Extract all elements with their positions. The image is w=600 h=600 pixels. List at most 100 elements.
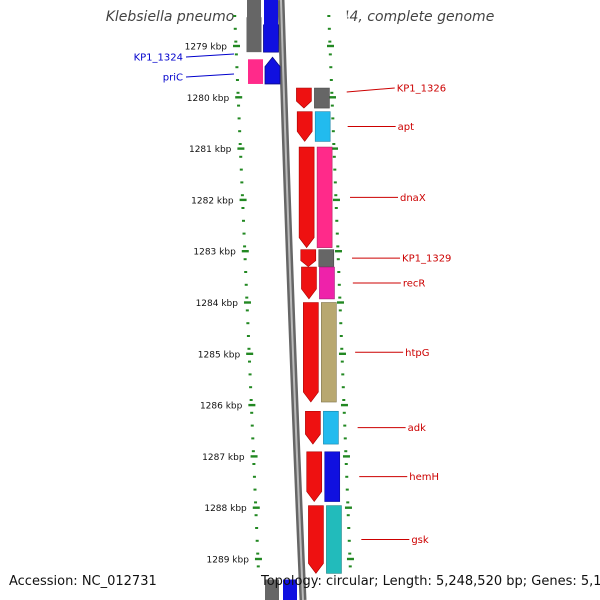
- minor-tick-outer: [335, 219, 339, 222]
- minor-tick-outer: [327, 15, 331, 17]
- major-tick-outer: [328, 96, 336, 99]
- gene-label-apt: apt: [347, 122, 414, 133]
- minor-tick-outer: [336, 245, 340, 248]
- gene-arrow: [303, 302, 319, 403]
- ruler-tick-label: 1285 kbp: [198, 350, 241, 360]
- gene-htpG: [303, 302, 337, 403]
- gene-leader-line: [185, 53, 235, 58]
- genome-summary: Topology: circular; Length: 5,248,520 bp…: [261, 574, 600, 589]
- minor-tick-inner: [253, 488, 257, 491]
- major-tick-outer: [327, 44, 334, 48]
- ruler-tick-label: 1279 kbp: [185, 43, 228, 53]
- gene-arrow: [296, 87, 312, 109]
- major-tick-inner: [252, 506, 260, 509]
- minor-tick-inner: [234, 53, 238, 56]
- minor-tick-inner: [254, 514, 258, 517]
- minor-tick-outer: [344, 463, 348, 465]
- gene-box: [324, 451, 341, 502]
- minor-tick-outer: [332, 155, 336, 158]
- minor-tick-outer: [331, 130, 335, 133]
- minor-tick-inner: [238, 130, 242, 133]
- gene-label-priC: priC: [163, 73, 235, 84]
- minor-tick-outer: [345, 488, 349, 491]
- minor-tick-outer: [340, 347, 344, 350]
- ruler-tick-label: 1287 kbp: [202, 453, 245, 463]
- major-tick-inner: [241, 250, 249, 253]
- gene-adk: [305, 410, 339, 445]
- minor-tick-inner: [250, 424, 254, 427]
- ruler-tick-label: 1284 kbp: [196, 299, 239, 309]
- minor-tick-inner: [246, 322, 250, 325]
- minor-tick-outer: [339, 322, 343, 325]
- gene-arrow: [300, 249, 317, 267]
- minor-tick-outer: [329, 79, 333, 81]
- gene-label-text: adk: [408, 423, 426, 434]
- minor-tick-inner: [235, 66, 239, 69]
- minor-tick-outer: [347, 539, 351, 542]
- minor-tick-outer: [338, 296, 342, 299]
- minor-tick-outer: [329, 66, 333, 69]
- minor-tick-inner: [245, 309, 249, 312]
- minor-tick-inner: [248, 360, 252, 363]
- minor-tick-outer: [333, 168, 337, 171]
- minor-tick-outer: [334, 194, 338, 197]
- gene-box: [316, 146, 333, 248]
- minor-tick-outer: [344, 450, 348, 453]
- minor-tick-outer: [335, 232, 339, 235]
- ruler-tick-label: 1286 kbp: [200, 402, 243, 412]
- accession-label: Accession: NC_012731: [9, 574, 157, 589]
- major-tick-inner: [254, 557, 262, 561]
- gene-arrow: [298, 146, 315, 249]
- major-tick-outer: [330, 147, 338, 150]
- minor-tick-inner: [249, 399, 253, 401]
- gene-label-text: dnaX: [400, 193, 426, 204]
- minor-tick-outer: [333, 181, 337, 184]
- gene-label-text: KP1_1326: [397, 84, 446, 95]
- minor-tick-outer: [330, 104, 334, 107]
- minor-tick-inner: [233, 15, 237, 17]
- minor-tick-outer: [343, 437, 347, 440]
- minor-tick-inner: [254, 501, 258, 504]
- ruler-tick-label: 1282 kbp: [191, 196, 234, 206]
- gene-arrow: [308, 505, 324, 574]
- minor-tick-inner: [240, 194, 244, 197]
- minor-tick-outer: [334, 207, 338, 209]
- major-tick-inner: [239, 198, 247, 202]
- minor-tick-outer: [336, 258, 340, 261]
- major-tick-inner: [233, 44, 240, 48]
- major-tick-inner: [243, 301, 251, 304]
- gene-priC: [248, 56, 281, 85]
- minor-tick-outer: [332, 143, 336, 145]
- gene-box: [326, 505, 342, 574]
- minor-tick-inner: [238, 143, 242, 145]
- minor-tick-inner: [256, 552, 260, 555]
- minor-tick-inner: [233, 27, 237, 30]
- ruler-tick-label: 1281 kbp: [189, 145, 232, 155]
- map-strip: [233, 0, 368, 600]
- major-tick-inner: [246, 352, 254, 355]
- minor-tick-inner: [235, 79, 239, 81]
- minor-tick-inner: [243, 258, 247, 261]
- minor-tick-inner: [236, 91, 240, 94]
- gene-box: [321, 302, 337, 403]
- minor-tick-inner: [252, 463, 256, 465]
- minor-tick-outer: [328, 40, 332, 43]
- minor-tick-outer: [346, 501, 350, 504]
- minor-tick-outer: [343, 424, 347, 427]
- ruler-tick-label: 1288 kbp: [204, 504, 247, 514]
- minor-tick-outer: [328, 53, 332, 56]
- gene-hemH: [306, 451, 341, 503]
- gene-arrow: [301, 266, 317, 300]
- ruler-tick-label: 1283 kbp: [193, 248, 236, 258]
- gene-label-text: apt: [398, 122, 414, 133]
- gene-box: [314, 87, 330, 109]
- gene-apt: [296, 111, 331, 142]
- minor-tick-inner: [242, 232, 246, 235]
- major-tick-outer: [332, 198, 340, 202]
- gene-label-KP1_1326: KP1_1326: [346, 84, 446, 95]
- minor-tick-inner: [247, 347, 251, 350]
- gene-leader-line: [185, 73, 235, 78]
- minor-tick-outer: [346, 514, 350, 517]
